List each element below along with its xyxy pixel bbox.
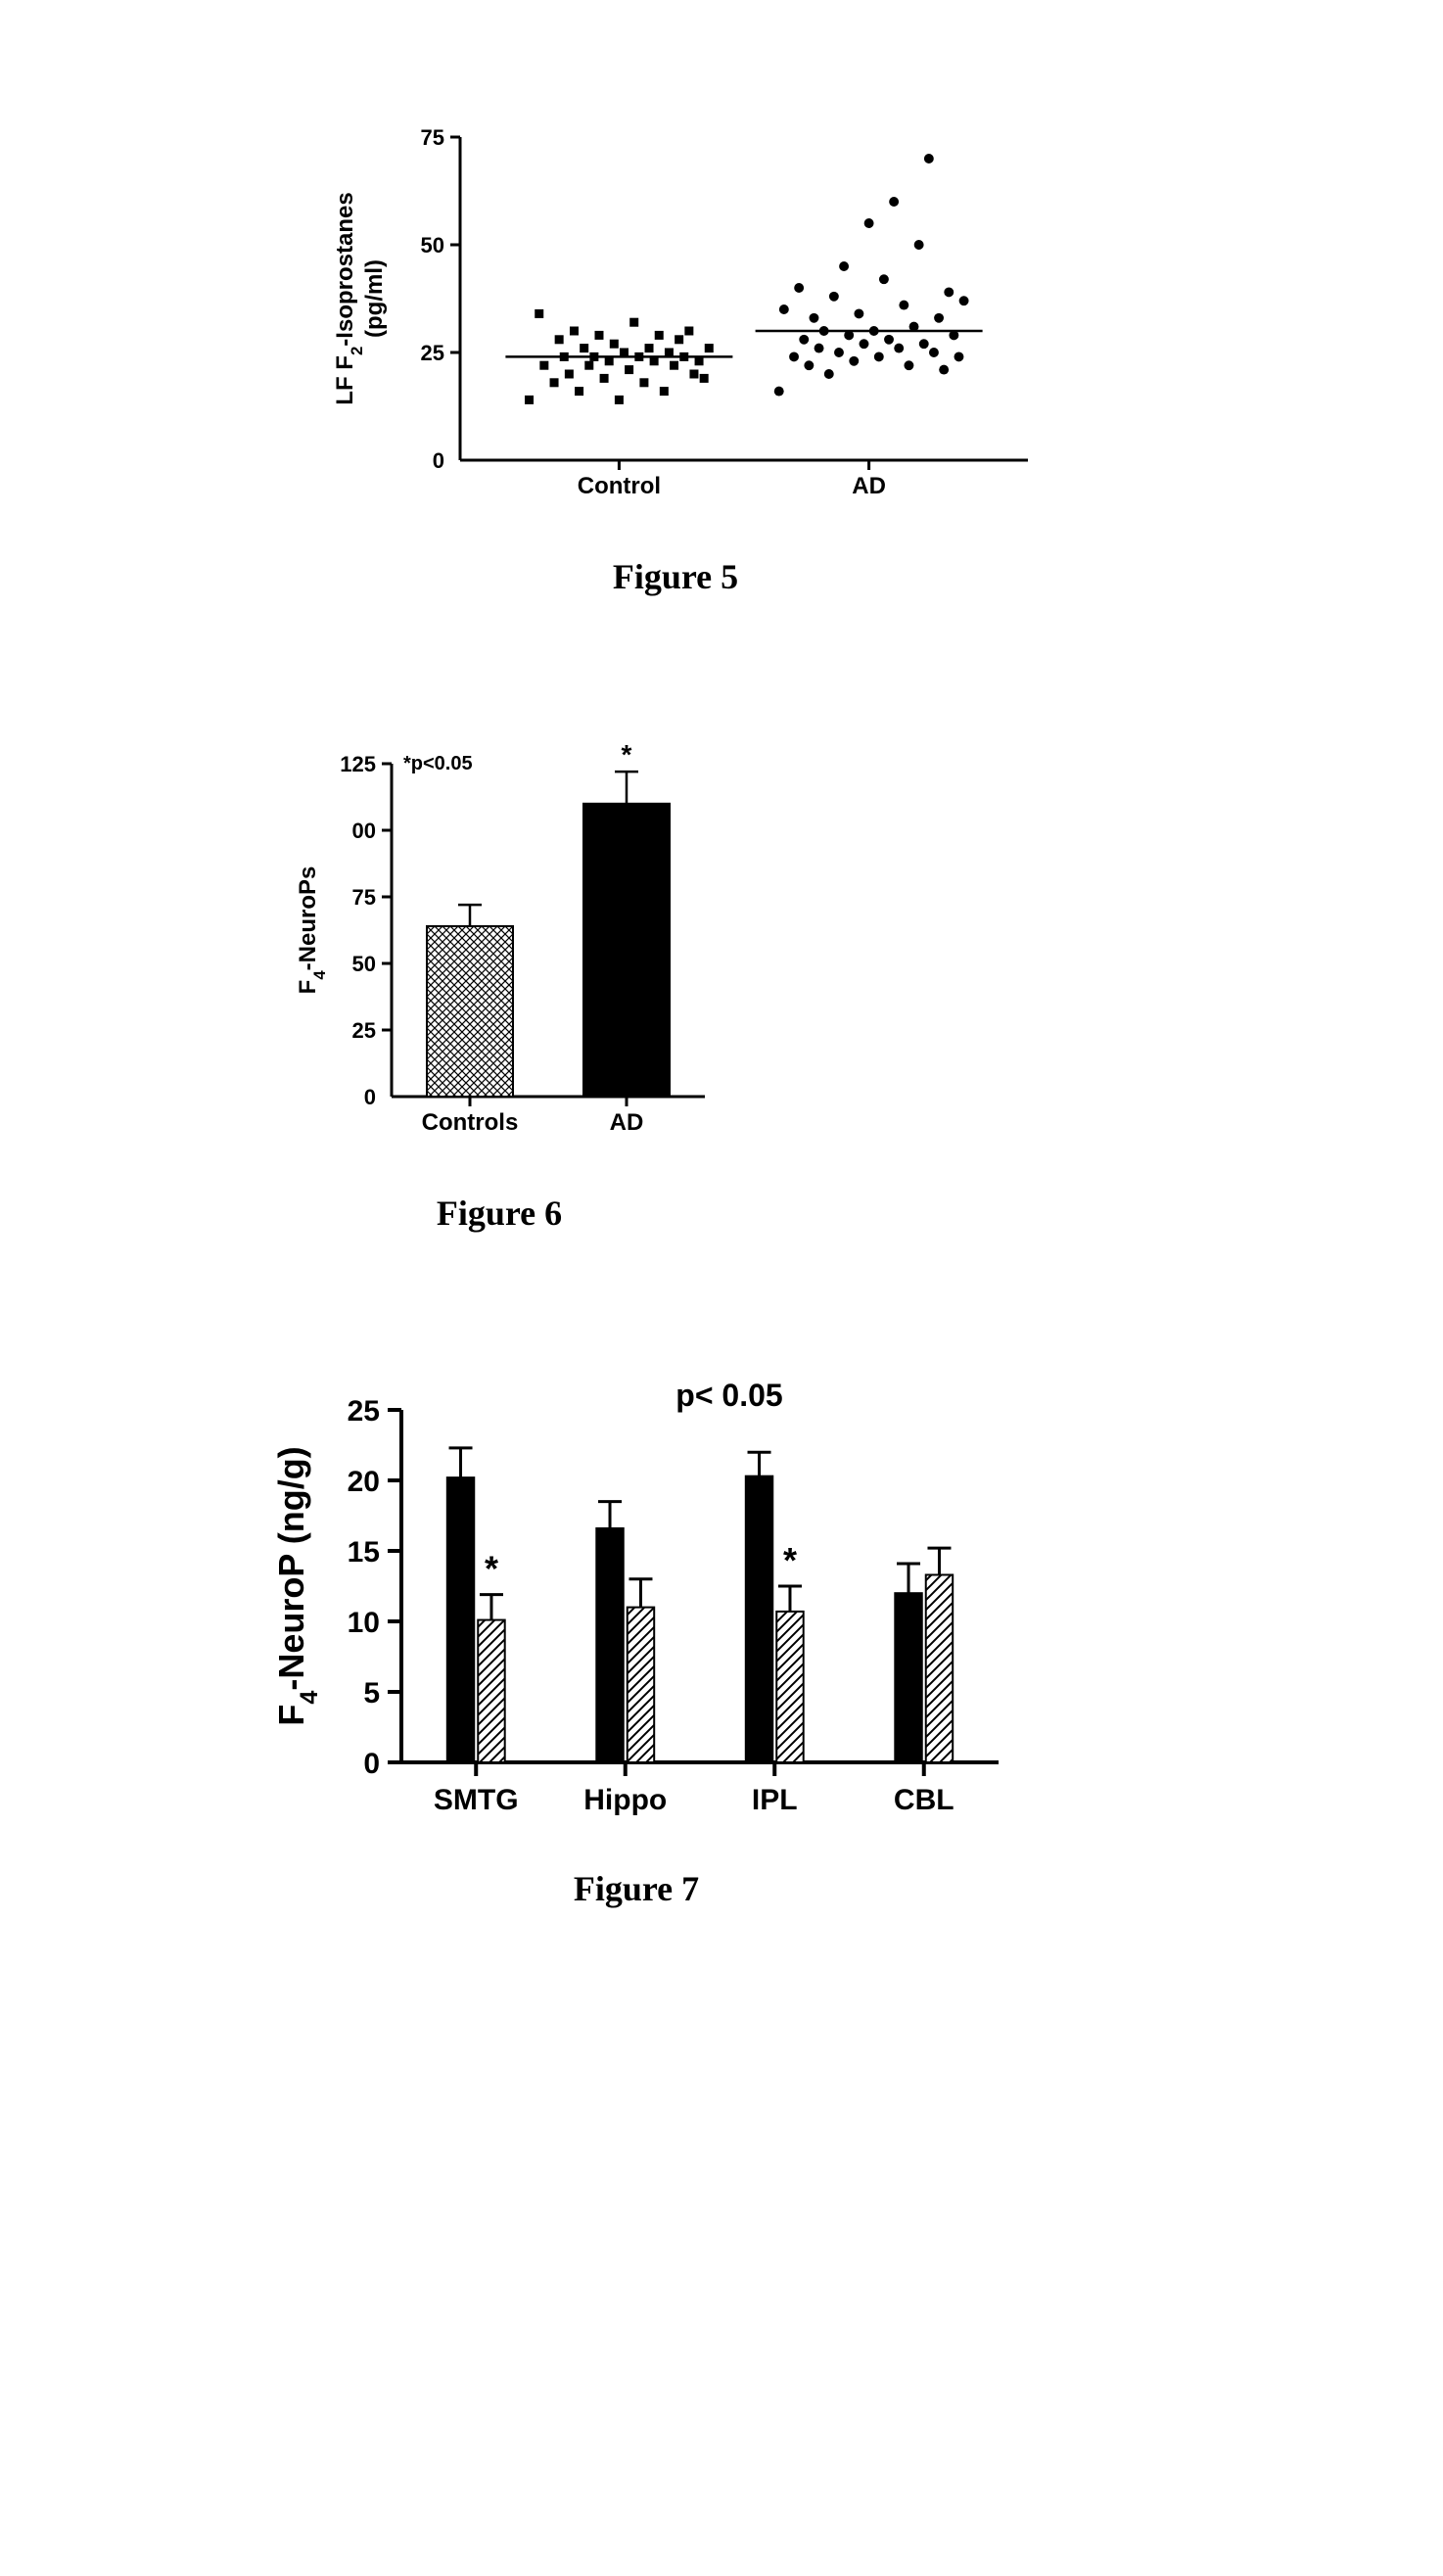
svg-text:25: 25	[348, 1395, 380, 1428]
page: 0255075ControlADLF F2-Isoprostanes(pg/ml…	[0, 117, 1443, 1909]
svg-text:F4-NeuroPs: F4-NeuroPs	[295, 866, 329, 995]
figure-6-chart: 0 25 50 75 00 125 F4-NeuroPs *p<0.05 Controls * AD	[274, 734, 724, 1165]
svg-text:SMTG: SMTG	[434, 1784, 519, 1816]
svg-text:AD: AD	[610, 1109, 644, 1136]
svg-text:10: 10	[348, 1607, 380, 1639]
figure-5-chart: 0255075ControlADLF F2-Isoprostanes(pg/ml…	[294, 117, 1057, 529]
svg-text:(pg/ml): (pg/ml)	[361, 259, 388, 338]
svg-text:50: 50	[421, 233, 444, 258]
svg-text:Controls: Controls	[422, 1109, 519, 1136]
svg-text:20: 20	[348, 1466, 380, 1498]
svg-text:0: 0	[363, 1748, 380, 1780]
svg-text:00: 00	[352, 819, 376, 843]
svg-text:AD: AD	[852, 473, 886, 499]
figure-5: 0255075ControlADLF F2-Isoprostanes(pg/ml…	[294, 117, 1057, 597]
figure-6-caption: Figure 6	[274, 1193, 724, 1234]
svg-text:Hippo: Hippo	[583, 1784, 667, 1816]
figure-7: 0 5 10 15 20 25 F4-NeuroP (ng/g) p< 0.05 * SMTG Hi…	[255, 1371, 1018, 1909]
svg-text:F4-NeuroP (ng/g): F4-NeuroP (ng/g)	[271, 1446, 323, 1725]
svg-text:IPL: IPL	[752, 1784, 798, 1816]
svg-text:*p<0.05: *p<0.05	[403, 753, 473, 774]
svg-text:CBL: CBL	[894, 1784, 954, 1816]
svg-text:75: 75	[421, 125, 444, 150]
svg-text:p< 0.05: p< 0.05	[675, 1378, 782, 1413]
figure-7-caption: Figure 7	[255, 1868, 1018, 1909]
svg-text:50: 50	[352, 952, 376, 976]
figure-6: 0 25 50 75 00 125 F4-NeuroPs *p<0.05 Controls * AD…	[274, 734, 724, 1234]
svg-text:0: 0	[364, 1085, 376, 1109]
svg-text:75: 75	[352, 885, 376, 910]
svg-text:*: *	[622, 739, 632, 770]
figure-7-chart: 0 5 10 15 20 25 F4-NeuroP (ng/g) p< 0.05 * SMTG Hi…	[255, 1371, 1018, 1841]
svg-text:Control: Control	[578, 473, 661, 499]
svg-text:0: 0	[433, 448, 444, 473]
figure-5-caption: Figure 5	[294, 556, 1057, 597]
svg-text:25: 25	[421, 341, 444, 365]
svg-text:25: 25	[352, 1018, 376, 1043]
svg-text:5: 5	[363, 1677, 380, 1710]
svg-text:125: 125	[340, 752, 376, 776]
svg-text:*: *	[485, 1549, 498, 1589]
svg-text:*: *	[783, 1540, 797, 1580]
svg-text:15: 15	[348, 1536, 380, 1569]
